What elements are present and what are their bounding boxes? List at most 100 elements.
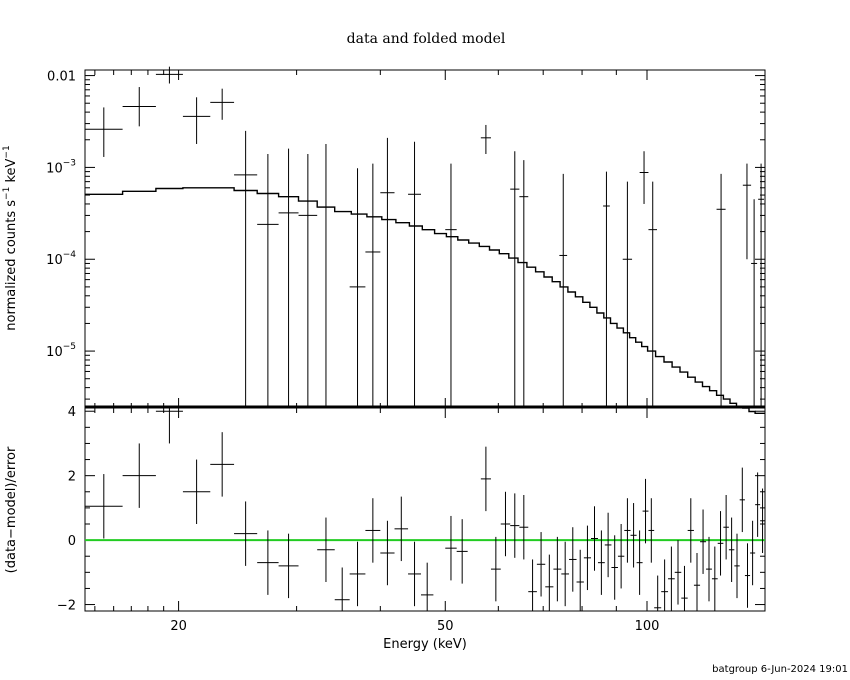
data-point xyxy=(751,199,758,408)
residual-point xyxy=(583,525,592,591)
residual-point xyxy=(234,501,258,566)
residual-point xyxy=(561,541,570,607)
y-tick-base: 10 xyxy=(46,345,63,360)
chart-title: data and folded model xyxy=(347,31,506,47)
data-point xyxy=(603,171,610,408)
residual-point xyxy=(380,520,395,586)
residual-point xyxy=(394,496,409,562)
y-tick-label: 0.01 xyxy=(47,70,76,85)
residual-point xyxy=(687,498,694,563)
data-point xyxy=(639,151,649,204)
residual-point xyxy=(611,535,618,600)
y-tick-label: 10−4 xyxy=(46,250,76,268)
residual-point xyxy=(604,512,612,578)
y-tick-exponent: −4 xyxy=(63,250,77,260)
residual-point xyxy=(278,533,299,599)
y-tick-base: 10 xyxy=(46,253,63,268)
data-point xyxy=(758,163,765,408)
residual-point xyxy=(210,432,235,497)
residual-point xyxy=(257,530,279,595)
residual-point xyxy=(445,515,457,581)
residual-point xyxy=(723,495,729,560)
residual-point xyxy=(681,565,688,611)
residual-point xyxy=(636,530,643,595)
model-step-line xyxy=(85,187,765,414)
residual-point xyxy=(536,532,546,597)
residual-point xyxy=(519,495,529,560)
residual-point xyxy=(674,540,682,605)
footer-timestamp: batgroup 6-Jun-2024 19:01 xyxy=(712,664,848,675)
residual-point xyxy=(122,443,156,508)
residual-point xyxy=(717,511,724,576)
y-label-exponent-1: −1 xyxy=(2,187,12,200)
y-tick-exponent: −3 xyxy=(63,158,76,168)
residual-panel-y-axis-label: (data−model)/error xyxy=(4,446,19,573)
data-point xyxy=(278,148,299,408)
data-point xyxy=(257,153,279,408)
data-point xyxy=(380,137,395,408)
residual-point xyxy=(569,527,577,592)
residual-point xyxy=(365,498,381,563)
residual-point xyxy=(528,559,537,611)
x-tick-label: 20 xyxy=(170,619,187,634)
residual-panel: −2 0 2 4 (data−model)/error xyxy=(4,405,766,614)
data-point xyxy=(122,87,156,127)
data-point xyxy=(716,173,726,408)
x-axis-tick-labels: 20 50 100 xyxy=(170,619,659,634)
residual-point xyxy=(500,491,511,557)
residual-point xyxy=(668,546,675,611)
residual-point xyxy=(617,524,625,589)
data-point xyxy=(742,163,752,260)
residual-point xyxy=(700,509,707,574)
residual-point xyxy=(648,498,655,563)
data-point xyxy=(234,130,258,408)
residual-point xyxy=(661,559,669,611)
residual-point xyxy=(349,541,366,607)
residual-point xyxy=(155,408,183,444)
residual-point xyxy=(734,533,740,599)
residual-points xyxy=(85,408,765,611)
residual-point xyxy=(334,567,350,611)
data-points xyxy=(85,66,765,408)
y-tick-label: 4 xyxy=(68,405,76,420)
data-point xyxy=(648,181,658,408)
residual-point xyxy=(182,459,211,524)
x-tick-label: 50 xyxy=(437,619,454,634)
residual-point xyxy=(553,536,562,602)
residual-point xyxy=(420,562,434,611)
residual-point xyxy=(624,498,631,563)
residual-point xyxy=(630,503,637,568)
residual-point xyxy=(576,549,584,611)
y-tick-label: 10−5 xyxy=(46,342,76,360)
y-tick-label: −2 xyxy=(57,599,76,614)
residual-point xyxy=(408,541,421,607)
data-point xyxy=(298,153,318,408)
data-point xyxy=(480,124,491,154)
residual-point xyxy=(755,472,761,537)
residual-point xyxy=(597,530,605,595)
y-tick-base: 10 xyxy=(46,161,63,176)
residual-point xyxy=(591,506,598,571)
residual-point xyxy=(317,517,335,582)
residual-panel-frame xyxy=(84,407,766,612)
residual-point xyxy=(456,519,468,584)
data-point xyxy=(155,66,183,84)
y-tick-label: 2 xyxy=(68,470,76,485)
y-tick-base: 0.01 xyxy=(47,70,76,85)
data-point xyxy=(510,151,520,408)
data-panel-y-axis-label: normalized counts s−1 keV−1 xyxy=(2,145,19,330)
residual-point xyxy=(693,553,701,611)
residual-point xyxy=(545,554,554,611)
residual-point xyxy=(706,536,712,602)
residual-point xyxy=(642,478,649,544)
data-point xyxy=(622,181,633,408)
residual-point xyxy=(728,517,735,582)
residual-panel-axis-ticks: −2 0 2 4 xyxy=(57,405,765,614)
y-label-exponent-2: −1 xyxy=(2,145,12,158)
y-tick-label: 10−3 xyxy=(46,158,76,176)
data-point xyxy=(365,163,381,408)
residual-point xyxy=(739,467,745,533)
folded-model-curve xyxy=(85,187,765,414)
